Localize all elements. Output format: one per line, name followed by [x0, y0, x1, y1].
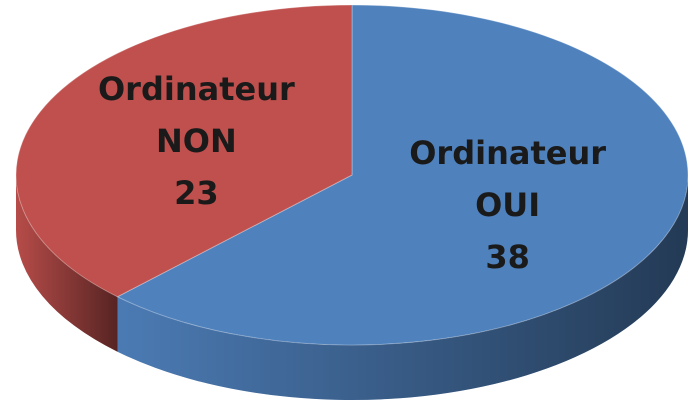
pie-side-shade [117, 175, 688, 401]
pie-slice [15, 4, 353, 298]
pie-slice [116, 4, 689, 346]
slice-category-label: Ordinateur OUI [409, 134, 606, 225]
pie-side-shade [16, 175, 118, 352]
slice-category-label: Ordinateur NON [97, 69, 295, 160]
slice-value-label: 23 [174, 173, 219, 212]
slice-value-label: 38 [485, 238, 530, 277]
